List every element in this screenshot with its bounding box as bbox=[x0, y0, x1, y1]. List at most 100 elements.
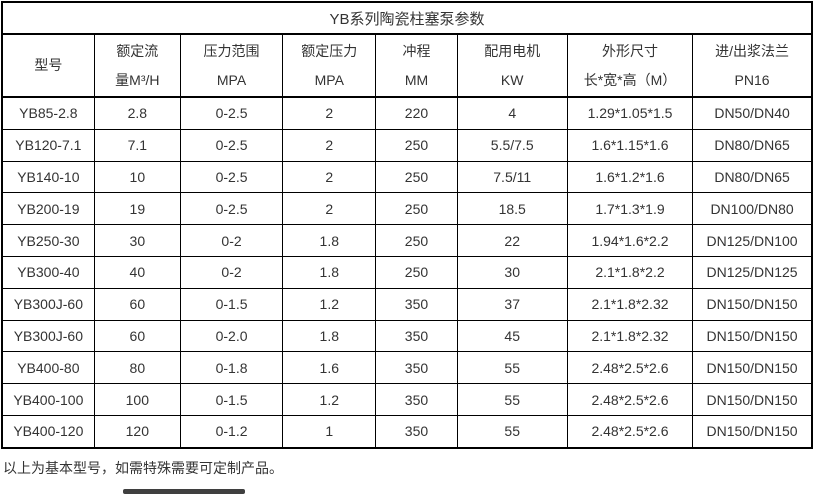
table-cell: 2.48*2.5*2.6 bbox=[566, 383, 694, 416]
table-row: YB400-80 80 0-1.8 1.6 350 55 2.48*2.5*2.6 DN150… bbox=[1, 351, 813, 385]
column-header-2: 额定流 量M³/H bbox=[93, 33, 181, 98]
table-cell: 0-1.5 bbox=[179, 383, 284, 416]
table-cell: DN80/DN65 bbox=[692, 160, 813, 194]
table-cell: 1.6 bbox=[282, 351, 377, 385]
table-cell: 1.8 bbox=[282, 319, 377, 353]
table-cell: 250 bbox=[375, 160, 458, 194]
table-row: YB400-100 100 0-1.5 1.2 350 55 2.48*2.5*2.6 DN1… bbox=[1, 383, 813, 416]
table-cell: DN125/DN100 bbox=[692, 224, 813, 257]
table-cell: 250 bbox=[375, 192, 458, 226]
column-header-7: 外形尺寸 长*宽*高（M） bbox=[566, 33, 694, 98]
table-row: YB400-120 120 0-1.2 1 350 55 2.48*2.5*2.6 DN150… bbox=[1, 414, 813, 449]
table-cell: 2.1*1.8*2.32 bbox=[566, 287, 694, 321]
table-cell: DN150/DN150 bbox=[692, 414, 813, 449]
table-row: YB300J-60 60 0-2.0 1.8 350 45 2.1*1.8*2.32 DN15… bbox=[1, 319, 813, 353]
table-cell: DN50/DN40 bbox=[692, 96, 813, 130]
model-cell: YB300J-60 bbox=[1, 319, 95, 353]
table-cell: 0-2 bbox=[179, 224, 284, 257]
table-cell: 1.29*1.05*1.5 bbox=[566, 96, 694, 130]
table-cell: 1.8 bbox=[282, 255, 377, 289]
table-cell: 2.48*2.5*2.6 bbox=[566, 414, 694, 449]
column-header-1: 型号 bbox=[1, 33, 95, 98]
table-cell: 7.5/11 bbox=[456, 160, 568, 194]
table-cell: 1.6*1.15*1.6 bbox=[566, 128, 694, 162]
table-cell: 55 bbox=[456, 383, 568, 416]
column-header-6: 配用电机 KW bbox=[456, 33, 568, 98]
table-cell: DN125/DN125 bbox=[692, 255, 813, 289]
table-row: YB300J-60 60 0-1.5 1.2 350 37 2.1*1.8*2.32 DN15… bbox=[1, 287, 813, 321]
model-cell: YB400-120 bbox=[1, 414, 95, 449]
column-header-5: 冲程 MM bbox=[375, 33, 458, 98]
table-cell: 2.1*1.8*2.2 bbox=[566, 255, 694, 289]
table-cell: 2.8 bbox=[93, 96, 181, 130]
table-cell: 55 bbox=[456, 351, 568, 385]
table-row: YB200-19 19 0-2.5 2 250 18.5 1.7*1.3*1.9 DN100/… bbox=[1, 192, 813, 226]
pump-spec-table: YB系列陶瓷柱塞泵参数 型号 额定流 量M³/H 压力范围 MPA 额定压力 MPA 冲程 MM… bbox=[1, 1, 813, 449]
table-row: YB85-2.8 2.8 0-2.5 2 220 4 1.29*1.05*1.5 DN50/D… bbox=[1, 96, 813, 130]
cutoff-text-fragment bbox=[123, 489, 245, 494]
table-cell: 1.6*1.2*1.6 bbox=[566, 160, 694, 194]
table-cell: 350 bbox=[375, 319, 458, 353]
table-cell: 1.2 bbox=[282, 287, 377, 321]
table-cell: 60 bbox=[93, 319, 181, 353]
table-cell: 2.48*2.5*2.6 bbox=[566, 351, 694, 385]
table-cell: 60 bbox=[93, 287, 181, 321]
table-cell: 37 bbox=[456, 287, 568, 321]
table-cell: 1.2 bbox=[282, 383, 377, 416]
table-cell: 1.8 bbox=[282, 224, 377, 257]
table-cell: 2 bbox=[282, 192, 377, 226]
table-cell: 350 bbox=[375, 414, 458, 449]
table-cell: 1.7*1.3*1.9 bbox=[566, 192, 694, 226]
table-cell: 30 bbox=[456, 255, 568, 289]
table-cell: 350 bbox=[375, 383, 458, 416]
table-cell: 1.94*1.6*2.2 bbox=[566, 224, 694, 257]
table-cell: 45 bbox=[456, 319, 568, 353]
table-cell: 2 bbox=[282, 96, 377, 130]
model-cell: YB120-7.1 bbox=[1, 128, 95, 162]
table-cell: 4 bbox=[456, 96, 568, 130]
title-row: YB系列陶瓷柱塞泵参数 bbox=[1, 1, 813, 35]
model-cell: YB400-80 bbox=[1, 351, 95, 385]
table-row: YB140-10 10 0-2.5 2 250 7.5/11 1.6*1.2*1.6 DN80… bbox=[1, 160, 813, 194]
table-cell: 7.1 bbox=[93, 128, 181, 162]
table-cell: 10 bbox=[93, 160, 181, 194]
table-cell: 30 bbox=[93, 224, 181, 257]
table-cell: DN150/DN150 bbox=[692, 383, 813, 416]
table-cell: 5.5/7.5 bbox=[456, 128, 568, 162]
table-cell: 22 bbox=[456, 224, 568, 257]
table-cell: DN100/DN80 bbox=[692, 192, 813, 226]
model-cell: YB400-100 bbox=[1, 383, 95, 416]
table-cell: 0-1.2 bbox=[179, 414, 284, 449]
table-cell: 2 bbox=[282, 128, 377, 162]
table-cell: 120 bbox=[93, 414, 181, 449]
table-cell: 250 bbox=[375, 128, 458, 162]
model-cell: YB140-10 bbox=[1, 160, 95, 194]
table-cell: 0-2.5 bbox=[179, 192, 284, 226]
table-cell: 19 bbox=[93, 192, 181, 226]
table-cell: DN150/DN150 bbox=[692, 319, 813, 353]
model-cell: YB300-40 bbox=[1, 255, 95, 289]
table-cell: 100 bbox=[93, 383, 181, 416]
table-row: YB250-30 30 0-2 1.8 250 22 1.94*1.6*2.2 DN125/D… bbox=[1, 224, 813, 257]
table-cell: 1 bbox=[282, 414, 377, 449]
table-cell: DN150/DN150 bbox=[692, 287, 813, 321]
table-cell: 0-1.8 bbox=[179, 351, 284, 385]
table-cell: 220 bbox=[375, 96, 458, 130]
table-cell: 250 bbox=[375, 255, 458, 289]
model-cell: YB85-2.8 bbox=[1, 96, 95, 130]
table-cell: 0-2.0 bbox=[179, 319, 284, 353]
table-row: YB120-7.1 7.1 0-2.5 2 250 5.5/7.5 1.6*1.15*1.6… bbox=[1, 128, 813, 162]
table-cell: 0-1.5 bbox=[179, 287, 284, 321]
table-cell: 0-2.5 bbox=[179, 160, 284, 194]
header-row: 型号 额定流 量M³/H 压力范围 MPA 额定压力 MPA 冲程 MM 配用电机 KW 外形尺寸 长*… bbox=[1, 33, 813, 98]
table-row: YB300-40 40 0-2 1.8 250 30 2.1*1.8*2.2 DN125/DN… bbox=[1, 255, 813, 289]
table-cell: 40 bbox=[93, 255, 181, 289]
model-cell: YB250-30 bbox=[1, 224, 95, 257]
table-cell: 350 bbox=[375, 351, 458, 385]
table-cell: 0-2.5 bbox=[179, 128, 284, 162]
model-cell: YB200-19 bbox=[1, 192, 95, 226]
footer-note: 以上为基本型号，如需特殊需要可定制产品。 bbox=[3, 459, 283, 476]
table-cell: 18.5 bbox=[456, 192, 568, 226]
column-header-8: 进/出浆法兰 PN16 bbox=[692, 33, 813, 98]
